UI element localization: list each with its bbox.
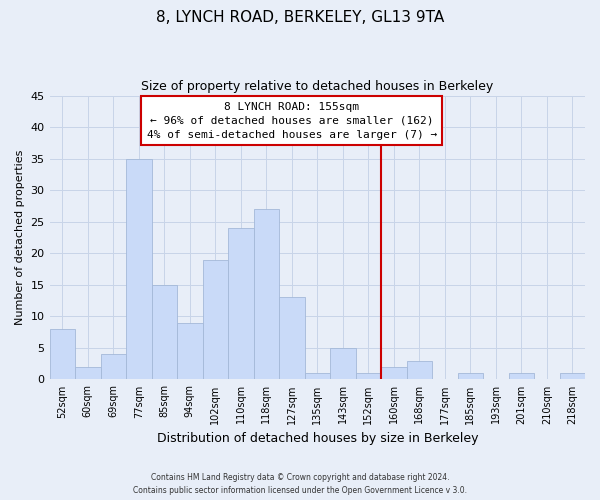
Bar	[560, 373, 585, 380]
Bar	[228, 228, 254, 380]
Bar	[203, 260, 228, 380]
Title: Size of property relative to detached houses in Berkeley: Size of property relative to detached ho…	[141, 80, 493, 93]
Bar	[177, 322, 203, 380]
Bar	[330, 348, 356, 380]
Bar	[458, 373, 483, 380]
Bar	[254, 209, 279, 380]
Text: Contains HM Land Registry data © Crown copyright and database right 2024.
Contai: Contains HM Land Registry data © Crown c…	[133, 473, 467, 495]
Text: 8 LYNCH ROAD: 155sqm
← 96% of detached houses are smaller (162)
4% of semi-detac: 8 LYNCH ROAD: 155sqm ← 96% of detached h…	[146, 102, 437, 140]
Bar	[279, 298, 305, 380]
Bar	[101, 354, 126, 380]
Bar	[152, 285, 177, 380]
Bar	[407, 360, 432, 380]
Bar	[305, 373, 330, 380]
Y-axis label: Number of detached properties: Number of detached properties	[15, 150, 25, 325]
Bar	[75, 367, 101, 380]
Bar	[381, 367, 407, 380]
Text: 8, LYNCH ROAD, BERKELEY, GL13 9TA: 8, LYNCH ROAD, BERKELEY, GL13 9TA	[156, 10, 444, 25]
Bar	[509, 373, 534, 380]
Bar	[50, 329, 75, 380]
Bar	[126, 158, 152, 380]
X-axis label: Distribution of detached houses by size in Berkeley: Distribution of detached houses by size …	[157, 432, 478, 445]
Bar	[356, 373, 381, 380]
